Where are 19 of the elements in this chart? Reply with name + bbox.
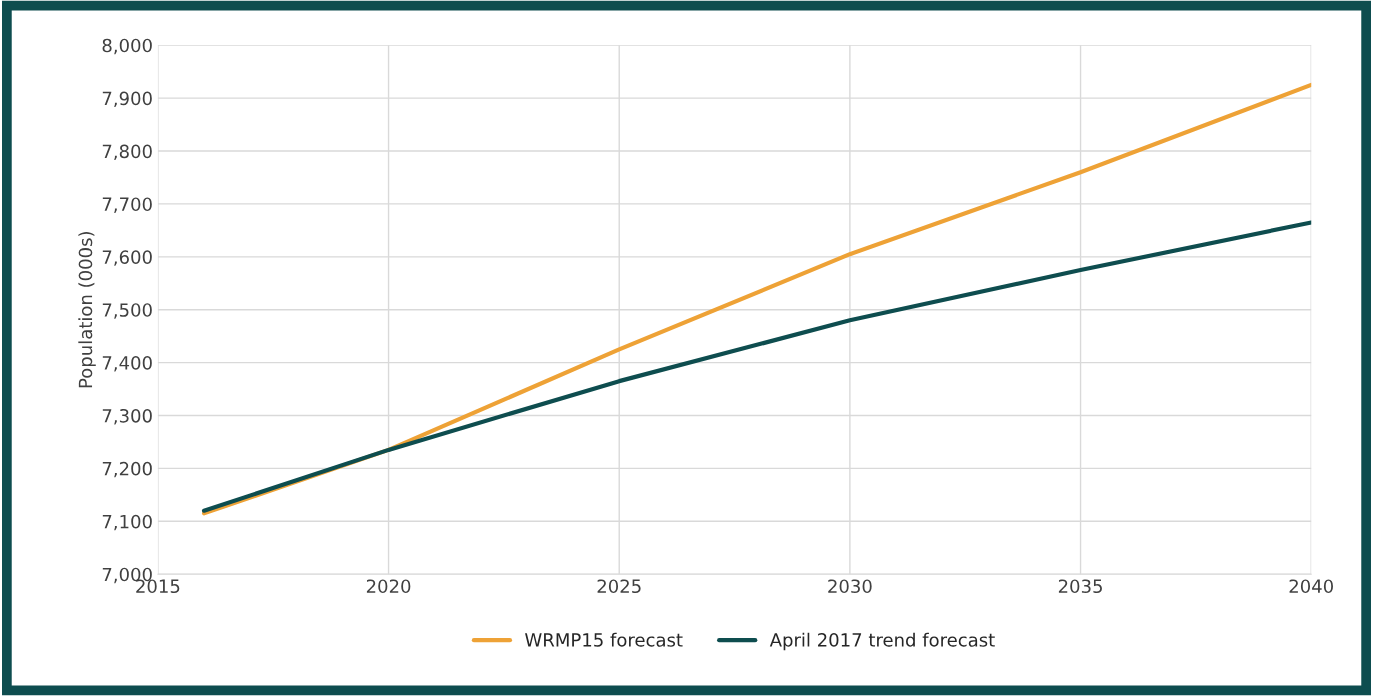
y-tick-label: 7,700 (102, 197, 152, 213)
y-tick-label: 8,000 (102, 38, 152, 55)
y-tick-label: 7,200 (102, 461, 152, 478)
x-tick-label: 2030 (828, 579, 872, 594)
y-tick-label: 7,100 (102, 514, 152, 531)
x-tick-label: 2040 (1289, 579, 1333, 594)
y-tick-label: 7,600 (102, 250, 152, 266)
legend-label: WRMP15 forecast (525, 632, 683, 647)
x-tick-label: 2020 (366, 579, 411, 594)
legend-label: April 2017 trend forecast (769, 632, 995, 651)
x-tick-label: 2035 (1058, 579, 1102, 594)
y-tick-label: 7,900 (102, 91, 152, 108)
y-tick-label: 7,400 (102, 356, 152, 372)
y-tick-label: 7,300 (102, 408, 152, 425)
y-axis-title: Population (000s) (78, 232, 96, 388)
y-tick-label: 7,800 (102, 144, 152, 160)
y-tick-label: 7,500 (102, 303, 152, 319)
x-tick-label: 2025 (597, 579, 641, 594)
line-series (201, 220, 1312, 513)
